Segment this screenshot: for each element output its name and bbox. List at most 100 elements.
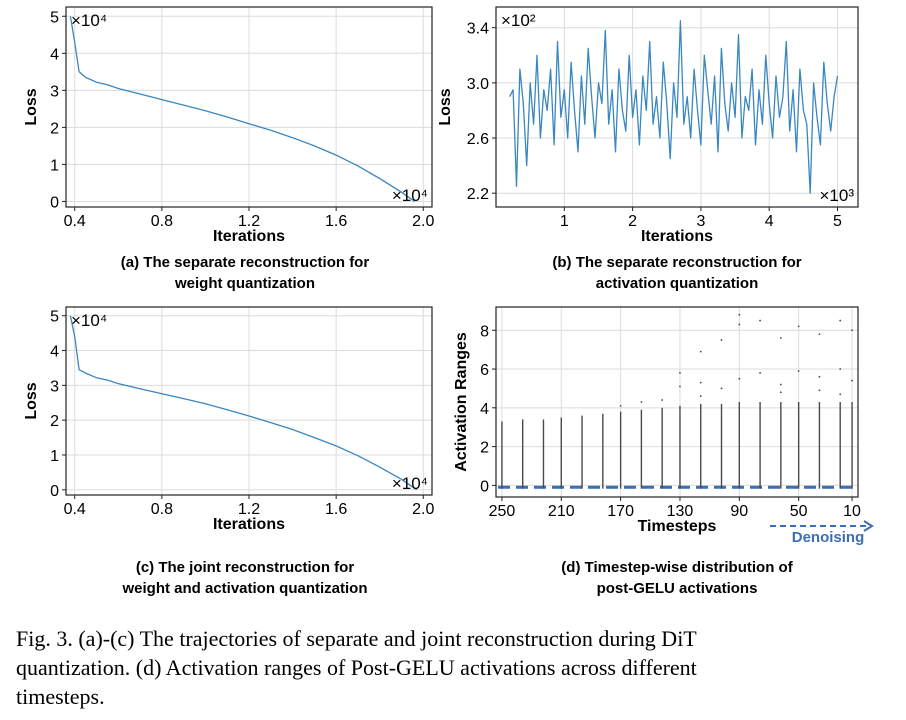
y-tick-label: 3: [50, 83, 59, 100]
x-tick-label: 2.0: [412, 501, 434, 518]
x-tick-label: 4: [765, 213, 774, 230]
outlier-point: [699, 381, 702, 384]
y-tick-label: 2: [50, 120, 59, 137]
figure-caption-line1: Fig. 3. (a)-(c) The trajectories of sepa…: [16, 626, 697, 651]
outlier-point: [738, 323, 741, 326]
x-tick-label: 90: [730, 503, 748, 520]
outlier-point: [839, 319, 842, 322]
subcaption-b-line1: (b) The separate reconstruction for: [552, 254, 802, 271]
x-tick-label: 130: [667, 503, 694, 520]
chart-b: 1 2 3 4 5 2.2 2.6 3.0 3.4 Iterations Loss ×10² ×10³: [437, 6, 859, 245]
outlier-point: [699, 350, 702, 353]
y-tick-label: 2.6: [467, 131, 489, 148]
y-tick-label: 6: [480, 362, 489, 379]
figure-caption-line2: quantization. (d) Activation ranges of P…: [16, 655, 697, 680]
x-tick-label: 1.6: [325, 501, 347, 518]
x-tick-label: 3: [696, 213, 705, 230]
chart-a: 0.4 0.8 1.2 1.6 2.0 0 1 2 3 4 5 Iterations Loss ×10⁴ ×…: [23, 6, 435, 245]
y-tick-label: 4: [50, 344, 59, 361]
chart-c: 0.4 0.8 1.2 1.6 2.0 0 1 2 3 4 5 Iterations Loss ×10⁴ ×…: [23, 306, 435, 533]
y-tick-label: 1: [50, 448, 59, 465]
figure-caption-line3: timesteps.: [16, 684, 105, 709]
y-tick-label: 2.2: [467, 186, 489, 203]
outlier-point: [738, 313, 741, 316]
outlier-point: [720, 387, 723, 390]
subcaption-c-line2: weight and activation quantization: [122, 580, 368, 597]
x-tick-label: 0.4: [64, 501, 86, 518]
series-line: [509, 20, 839, 194]
outlier-point: [851, 329, 853, 332]
x-tick-label: 1.2: [238, 501, 260, 518]
x-tick-label: 50: [790, 503, 808, 520]
outlier-point: [679, 372, 681, 374]
x-tick-label: 1.2: [238, 213, 260, 230]
y-multiplier: ×10⁴: [71, 311, 107, 330]
y-tick-label: 3: [50, 378, 59, 395]
outlier-point: [818, 333, 821, 336]
x-axis-label: Iterations: [213, 228, 285, 245]
x-multiplier: ×10³: [820, 186, 855, 205]
x-tick-label: 170: [607, 503, 634, 520]
x-multiplier: ×10⁴: [392, 474, 428, 493]
subcaption-d-line1: (d) Timestep-wise distribution of: [561, 559, 793, 576]
subcaption-d: (d) Timestep-wise distribution of post-G…: [462, 557, 892, 599]
x-tick-label: 2: [628, 213, 637, 230]
outlier-point: [818, 375, 821, 378]
outlier-point: [818, 389, 821, 392]
subcaption-b: (b) The separate reconstruction for acti…: [462, 252, 892, 294]
x-axis-label: Timesteps: [638, 518, 717, 535]
y-tick-label: 2: [480, 440, 489, 457]
outlier-point: [738, 377, 741, 380]
y-axis-label: Loss: [437, 88, 454, 125]
outlier-point: [699, 395, 702, 398]
y-tick-label: 5: [50, 309, 59, 326]
outlier-point: [679, 385, 681, 388]
y-tick-label: 2: [50, 413, 59, 430]
figure-caption: Fig. 3. (a)-(c) The trajectories of sepa…: [16, 624, 894, 711]
outlier-point: [640, 401, 643, 403]
chart-d: 250 210 170 130 90 50 10 0 2 4 6 8 Timesteps Activati…: [453, 306, 874, 546]
subcaption-a-line2: weight quantization: [175, 275, 315, 292]
x-tick-label: 5: [833, 213, 842, 230]
x-tick-label: 0.8: [151, 213, 173, 230]
x-tick-label: 0.4: [64, 213, 86, 230]
y-tick-label: 8: [480, 323, 489, 340]
x-multiplier: ×10⁴: [392, 186, 428, 205]
outlier-point: [759, 372, 761, 374]
outlier-point: [661, 399, 664, 401]
y-multiplier: ×10²: [501, 11, 536, 30]
x-axis-label: Iterations: [213, 516, 285, 533]
plot-frame: [495, 306, 859, 498]
x-axis-label: Iterations: [641, 228, 713, 245]
subcaption-a-line1: (a) The separate reconstruction for: [120, 254, 370, 271]
y-tick-label: 1: [50, 157, 59, 174]
y-tick-label: 0: [480, 478, 489, 495]
outlier-point: [839, 368, 842, 370]
x-tick-label: 0.8: [151, 501, 173, 518]
y-axis-label: Activation Ranges: [453, 332, 470, 472]
outlier-point: [720, 339, 723, 341]
x-tick-label: 2.0: [412, 213, 434, 230]
y-tick-label: 3.0: [467, 76, 489, 93]
y-tick-label: 4: [50, 46, 59, 63]
x-tick-label: 250: [489, 503, 516, 520]
outlier-point: [779, 337, 782, 339]
subcaption-c: (c) The joint reconstruction for weight …: [30, 557, 460, 599]
subcaption-c-line1: (c) The joint reconstruction for: [135, 559, 355, 576]
y-tick-label: 4: [480, 401, 489, 418]
y-tick-label: 5: [50, 9, 59, 26]
outlier-point: [839, 393, 842, 396]
denoising-label: Denoising: [792, 529, 865, 546]
series-line: [69, 16, 415, 202]
denoising-arrow-head: [863, 520, 874, 532]
series-line: [69, 315, 418, 491]
y-tick-label: 3.4: [467, 21, 489, 38]
x-tick-label: 210: [548, 503, 575, 520]
outlier-point: [797, 325, 800, 328]
outlier-point: [851, 379, 853, 382]
y-tick-label: 0: [50, 483, 59, 500]
outlier-point: [797, 370, 800, 372]
y-tick-label: 0: [50, 194, 59, 211]
plot-frame: [495, 6, 859, 208]
